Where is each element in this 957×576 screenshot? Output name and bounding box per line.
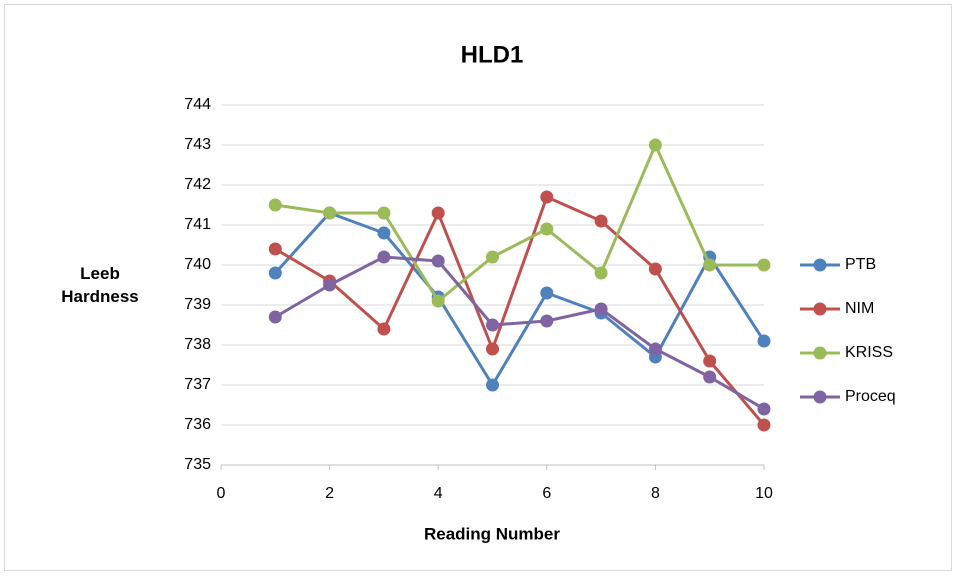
- y-tick-label: 740: [184, 256, 211, 273]
- chart-border: [4, 4, 952, 571]
- y-tick-label: 736: [184, 416, 211, 433]
- y-axis-title: Leeb Hardness: [61, 264, 139, 306]
- legend-marker: [813, 346, 827, 360]
- series-line: [274, 211, 766, 387]
- legend-label: NIM: [845, 300, 874, 317]
- x-tick-label: 0: [217, 485, 226, 502]
- data-point: [757, 418, 771, 432]
- data-point: [757, 258, 771, 272]
- data-point: [377, 322, 391, 336]
- x-tick-label: 2: [325, 485, 334, 502]
- data-point: [540, 222, 554, 236]
- data-point: [377, 206, 391, 220]
- legend-label: KRISS: [845, 344, 893, 361]
- x-tick-label: 10: [755, 485, 773, 502]
- data-point: [323, 278, 337, 292]
- data-point: [486, 342, 499, 356]
- data-point: [431, 206, 445, 220]
- legend-label: PTB: [845, 256, 876, 273]
- data-point: [594, 214, 608, 228]
- y-tick-label: 735: [184, 456, 211, 473]
- data-point: [268, 266, 282, 280]
- data-point: [540, 286, 554, 300]
- data-point: [486, 250, 499, 264]
- legend-marker: [813, 302, 827, 316]
- y-tick-label: 744: [184, 96, 211, 113]
- x-tick-label: 8: [651, 485, 660, 502]
- x-axis-title: Reading Number: [424, 524, 560, 543]
- legend-label: Proceq: [845, 388, 896, 405]
- data-point: [594, 302, 608, 316]
- data-point: [703, 354, 717, 368]
- data-point: [594, 266, 608, 280]
- y-tick-label: 741: [184, 216, 211, 233]
- x-tick-label: 6: [542, 485, 551, 502]
- data-point: [377, 226, 391, 240]
- data-point: [486, 318, 499, 332]
- y-tick-label: 743: [184, 136, 211, 153]
- data-point: [703, 370, 717, 384]
- data-point: [268, 242, 282, 256]
- y-tick-label: 739: [184, 296, 211, 313]
- data-point: [431, 254, 445, 268]
- data-point: [268, 310, 282, 324]
- chart-title: HLD1: [461, 41, 524, 68]
- data-point: [757, 334, 771, 348]
- data-point: [703, 258, 717, 272]
- y-tick-label: 737: [184, 376, 211, 393]
- y-tick-label: 738: [184, 336, 211, 353]
- data-point: [377, 250, 391, 264]
- data-point: [540, 314, 554, 328]
- data-point: [648, 262, 662, 276]
- legend-marker: [813, 258, 827, 272]
- data-point: [648, 342, 662, 356]
- data-point: [648, 138, 662, 152]
- data-point: [486, 378, 499, 392]
- y-tick-label: 742: [184, 176, 211, 193]
- data-point: [757, 402, 771, 416]
- series-line: [275, 143, 764, 303]
- series-line: [274, 195, 766, 426]
- data-point: [540, 190, 554, 204]
- x-tick-label: 4: [434, 485, 443, 502]
- data-point: [323, 206, 337, 220]
- data-point: [431, 294, 445, 308]
- data-point: [268, 198, 282, 212]
- series-line: [274, 255, 765, 411]
- legend-marker: [813, 390, 827, 404]
